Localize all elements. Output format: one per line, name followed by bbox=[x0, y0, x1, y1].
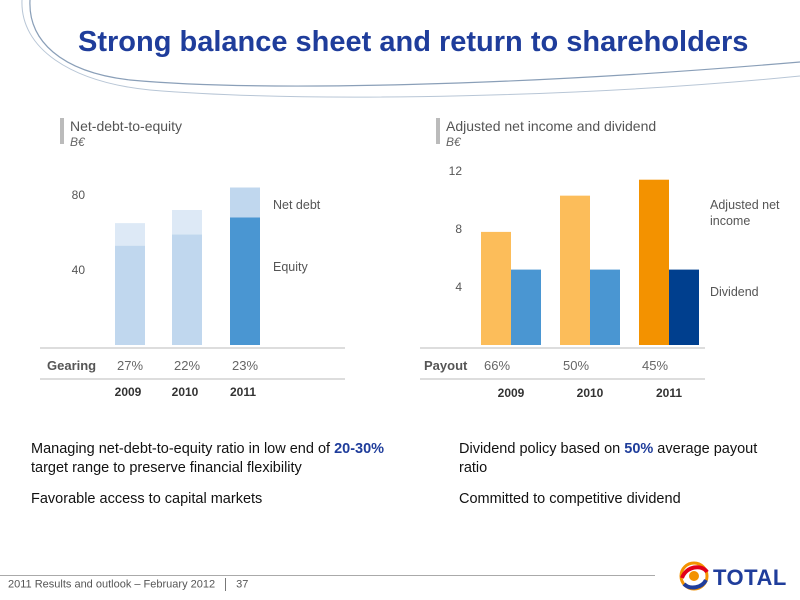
chart2-bar-dividend bbox=[511, 269, 541, 345]
right-bullet-1-text-end: average payout ratio bbox=[459, 441, 758, 476]
header-swoosh bbox=[21, 0, 800, 98]
chart2-category-label: 2011 bbox=[656, 386, 682, 400]
total-logo-text: TOTAL bbox=[713, 565, 787, 590]
chart2-ytick: 4 bbox=[455, 280, 462, 294]
footer-separator bbox=[225, 578, 227, 591]
chart2-title: Adjusted net income and dividend bbox=[446, 118, 657, 134]
right-bullet-2-text: Committed to competitive dividend bbox=[459, 491, 681, 507]
left-bullet-1-text-end: target range to preserve financial flexi… bbox=[31, 460, 302, 476]
chart2-legend-income: Adjusted net bbox=[710, 198, 780, 212]
chart1-category-label: 2009 bbox=[115, 385, 142, 399]
chart1-row-label: Gearing bbox=[47, 358, 96, 373]
chart1-ytick: 40 bbox=[72, 263, 86, 277]
chart1-bar-netdebt bbox=[172, 210, 202, 235]
chart1-legend-netdebt: Net debt bbox=[273, 198, 321, 212]
chart2-category-label: 2010 bbox=[577, 386, 604, 400]
right-bullet-1-highlight: 50% bbox=[624, 441, 654, 457]
chart2-title-bar bbox=[436, 118, 440, 144]
chart1-title-bar bbox=[60, 118, 64, 144]
right-bullet-2: Committed to competitive dividend bbox=[459, 490, 759, 509]
left-bullet-1-text: Managing net-debt-to-equity ratio in low… bbox=[31, 441, 335, 457]
right-bullet-1: Dividend policy based on 50% average pay… bbox=[459, 440, 759, 478]
chart2-row-value: 50% bbox=[563, 358, 589, 373]
chart2-bar-dividend bbox=[669, 269, 699, 345]
chart1-bar-equity bbox=[230, 217, 260, 345]
chart1-bar-equity bbox=[115, 245, 145, 345]
chart2-legend-dividend: Dividend bbox=[710, 285, 759, 299]
chart2-row-value: 45% bbox=[642, 358, 668, 373]
left-bullet-2-text: Favorable access to capital markets bbox=[31, 491, 263, 507]
chart1-category-label: 2011 bbox=[230, 385, 256, 399]
left-bullet-2: Favorable access to capital markets bbox=[31, 490, 411, 509]
page-number: 37 bbox=[236, 578, 249, 591]
chart1-legend-equity: Equity bbox=[273, 260, 308, 274]
chart1-category-label: 2010 bbox=[172, 385, 199, 399]
chart2-ytick: 8 bbox=[455, 222, 462, 236]
page-title: Strong balance sheet and return to share… bbox=[78, 26, 749, 58]
chart1-bar-netdebt bbox=[115, 223, 145, 246]
chart1-ytick: 80 bbox=[72, 188, 86, 202]
charts-svg: 40 80 27% 2009 22% 2010 23% 2011 Gearing Net debt… bbox=[40, 164, 780, 400]
chart1-bar-netdebt bbox=[230, 187, 260, 218]
right-bullet-1-text: Dividend policy based on bbox=[459, 441, 625, 457]
chart2-bar-income bbox=[639, 179, 669, 345]
chart2-unit: B€ bbox=[446, 135, 461, 149]
chart1-row-value: 22% bbox=[174, 358, 200, 373]
chart2-legend-income-line2: income bbox=[710, 214, 750, 228]
footer-line bbox=[0, 575, 655, 576]
left-bullet-1-highlight: 20-30% bbox=[334, 441, 385, 457]
chart1-unit: B€ bbox=[70, 135, 85, 149]
footer-text: 2011 Results and outlook – February 2012 bbox=[8, 578, 216, 591]
chart1-bar-equity bbox=[172, 234, 202, 345]
chart2-row-label: Payout bbox=[424, 358, 468, 373]
chart1-row-value: 27% bbox=[117, 358, 143, 373]
chart1-title: Net-debt-to-equity bbox=[70, 118, 183, 134]
footer: 2011 Results and outlook – February 2012… bbox=[8, 578, 248, 591]
chart2-ytick: 12 bbox=[449, 164, 463, 178]
chart2-bar-income bbox=[560, 195, 590, 345]
left-bullet-1: Managing net-debt-to-equity ratio in low… bbox=[31, 440, 411, 478]
chart1-row-value: 23% bbox=[232, 358, 258, 373]
chart2-bar-income bbox=[481, 231, 511, 345]
chart2-row-value: 66% bbox=[484, 358, 510, 373]
total-logo-icon bbox=[679, 561, 709, 591]
chart2-bar-dividend bbox=[590, 269, 620, 345]
chart2-category-label: 2009 bbox=[498, 386, 525, 400]
